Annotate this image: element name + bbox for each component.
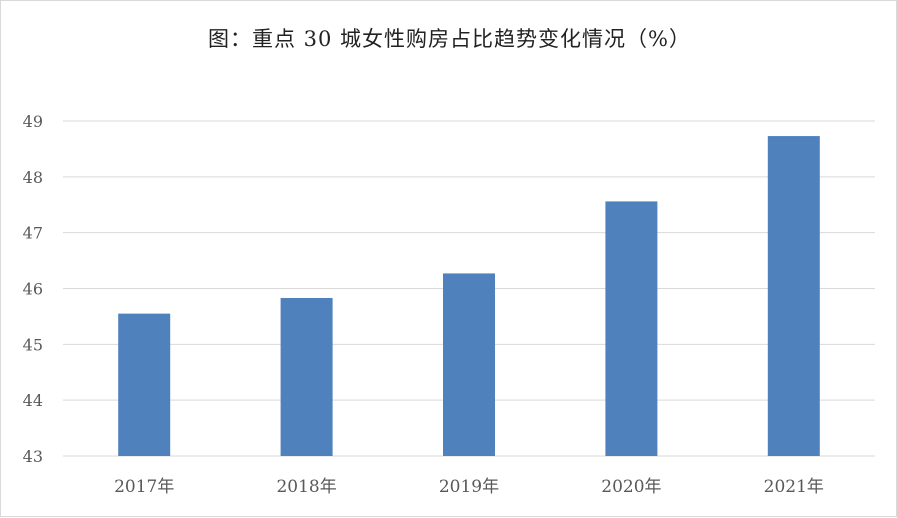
x-tick-label: 2018年 <box>276 477 336 497</box>
x-tick-label: 2020年 <box>601 477 661 497</box>
x-tick-label: 2017年 <box>114 477 174 497</box>
x-tick-label: 2019年 <box>439 477 499 497</box>
y-axis-ticks: 43 44 45 46 47 48 49 <box>23 112 43 466</box>
y-tick-label: 45 <box>23 335 43 354</box>
y-tick-label: 47 <box>23 224 43 243</box>
y-tick-label: 48 <box>23 168 43 187</box>
y-tick-label: 46 <box>23 280 43 299</box>
x-tick-label: 2021年 <box>764 477 824 497</box>
x-axis-ticks: 2017年 2018年 2019年 2020年 2021年 <box>114 477 824 497</box>
y-tick-label: 44 <box>23 391 43 410</box>
bar <box>280 297 333 456</box>
bar <box>605 201 658 456</box>
y-tick-label: 43 <box>23 447 43 466</box>
bar <box>443 273 495 456</box>
y-tick-label: 49 <box>23 112 43 131</box>
bar <box>767 136 820 456</box>
bar <box>118 313 171 456</box>
chart-title: 图：重点 30 城女性购房占比趋势变化情况（%） <box>207 27 692 51</box>
bars <box>118 136 820 456</box>
